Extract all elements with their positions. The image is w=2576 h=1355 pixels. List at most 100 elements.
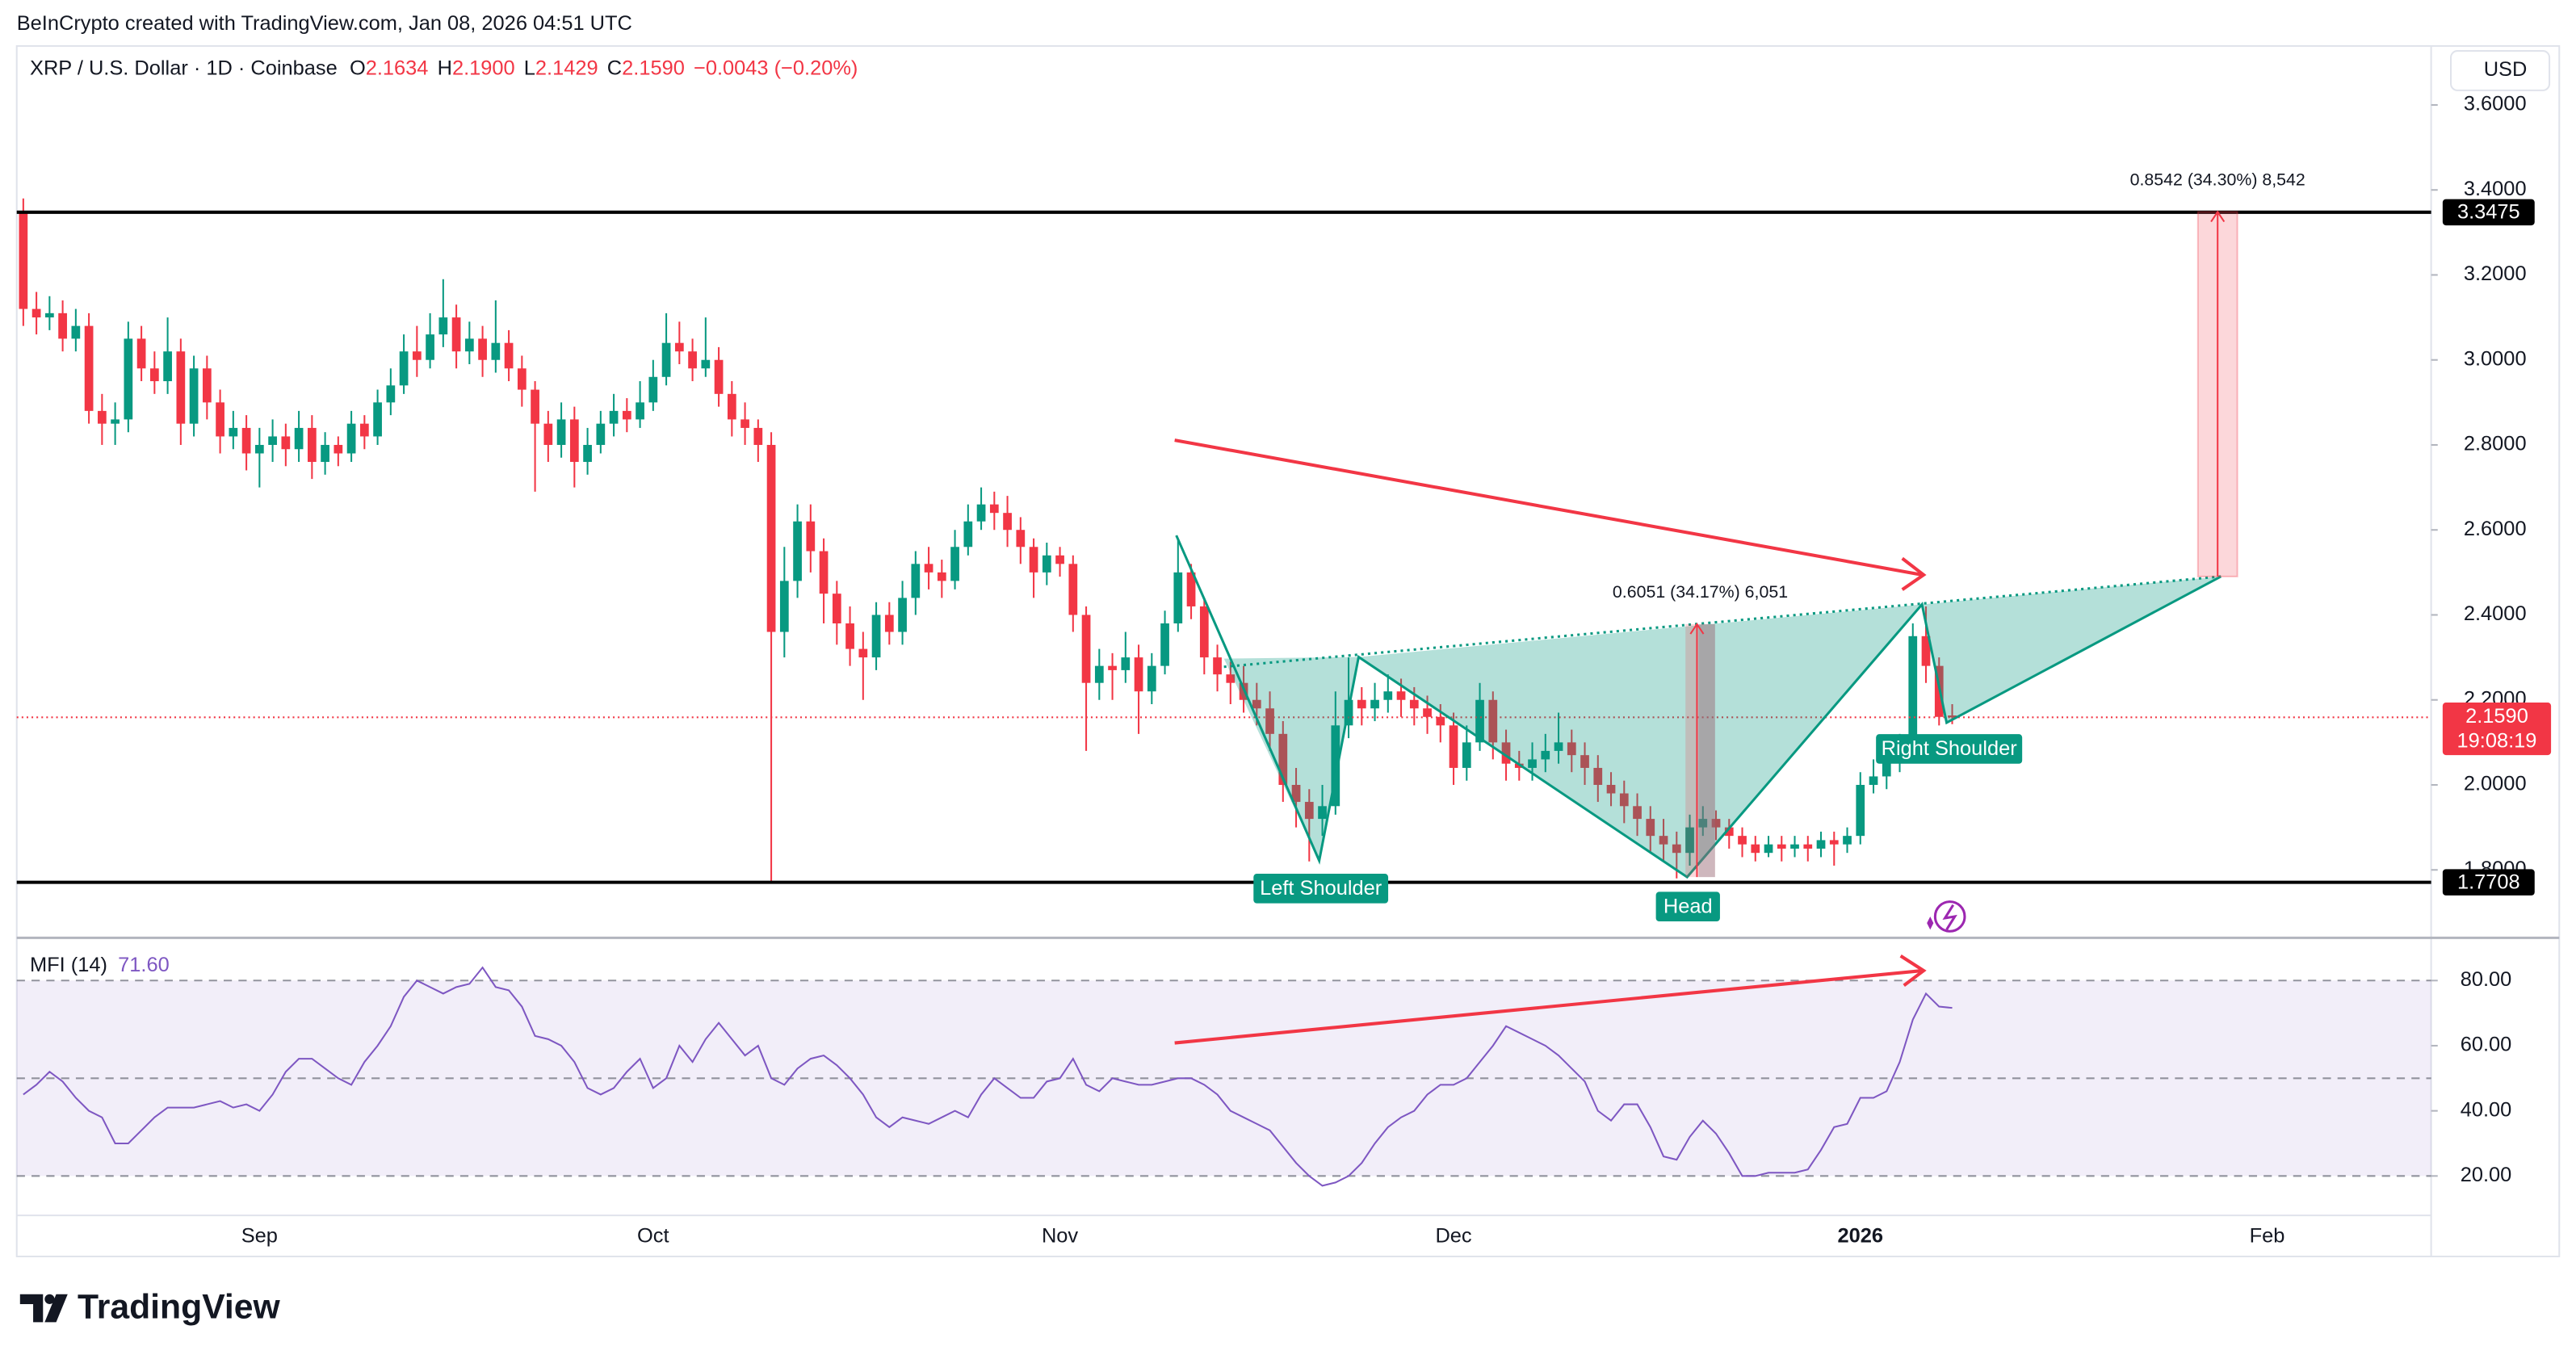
- ohlc-value: 2.1429: [535, 57, 598, 79]
- last-price-box: [2442, 703, 2552, 756]
- measure-box: [1685, 623, 1715, 878]
- currency: USD: [2484, 58, 2528, 81]
- change: −0.0043 (−0.20%): [694, 57, 858, 79]
- measure-arrow: [1689, 623, 1705, 635]
- candle-body: [1462, 742, 1471, 768]
- candle-body: [1291, 784, 1301, 803]
- candle-body: [779, 581, 789, 632]
- candle-body: [1803, 844, 1813, 849]
- candle-body: [1147, 665, 1156, 692]
- brand-logo: TradingView: [19, 1287, 281, 1326]
- y-tick-label: 2.0000: [2464, 773, 2527, 795]
- pattern-fill: [1922, 576, 2221, 723]
- candle-body: [1370, 699, 1379, 709]
- label-box: [1655, 891, 1720, 922]
- measure-label: 0.8542 (34.30%) 8,542: [2130, 170, 2305, 189]
- candle-body: [1383, 691, 1393, 700]
- candle-body: [911, 564, 921, 598]
- plot: 1.80002.00002.20002.40002.60002.80003.00…: [16, 93, 2552, 1247]
- candle-body: [241, 427, 251, 454]
- neckline: [1223, 575, 2221, 669]
- y-tick-label: 2.8000: [2464, 433, 2527, 455]
- ohlc-key: H: [438, 57, 452, 79]
- candle-body: [229, 427, 238, 437]
- candle-body: [1423, 708, 1432, 717]
- candle-body: [254, 444, 264, 454]
- candle-body: [1265, 708, 1274, 734]
- pattern-fill: [1358, 604, 1923, 878]
- candle-body: [819, 551, 829, 594]
- candle-body: [202, 368, 212, 403]
- candle-body: [216, 402, 224, 437]
- countdown: 19:08:19: [2457, 730, 2537, 753]
- label-box: [1253, 874, 1389, 904]
- candle-body: [1029, 547, 1038, 573]
- indicator-line: [23, 966, 1953, 1187]
- candle-body: [1213, 657, 1222, 675]
- candle-body: [1199, 606, 1209, 658]
- candle-body: [714, 359, 724, 394]
- symbol-header: XRP / U.S. Dollar · 1D · Coinbase O2.163…: [30, 57, 858, 79]
- pattern-line: [1175, 535, 2221, 879]
- candle-body: [1619, 793, 1629, 807]
- candle-body: [871, 615, 881, 658]
- candle-body: [478, 338, 487, 360]
- candle-body: [989, 504, 999, 514]
- candle-body: [1449, 725, 1458, 768]
- candle-body: [1948, 715, 1957, 718]
- candle-body: [556, 419, 566, 445]
- candle-body: [1856, 784, 1865, 837]
- arrow-head: [1899, 954, 1927, 987]
- candle-body: [464, 338, 474, 352]
- pattern-label: Left Shoulder: [1260, 877, 1382, 900]
- pattern-fill: [1223, 657, 1359, 861]
- candle-body: [1541, 750, 1550, 760]
- trend-arrow: [1174, 438, 1923, 577]
- indicator-name: MFI (14): [30, 954, 107, 976]
- candle-body: [31, 308, 41, 318]
- candle-body: [924, 564, 933, 573]
- candle-body: [84, 325, 94, 411]
- candle-body: [1318, 806, 1327, 820]
- candle-body: [19, 211, 28, 309]
- candle-body: [1724, 827, 1734, 837]
- candle-body: [1869, 776, 1878, 785]
- candle-body: [1042, 555, 1051, 573]
- candle-body: [1764, 844, 1773, 854]
- candle-body: [766, 444, 776, 632]
- candle-body: [491, 342, 501, 360]
- candle-body: [898, 598, 907, 632]
- y-tick-label: 40.00: [2461, 1098, 2512, 1121]
- candle-body: [596, 423, 606, 445]
- brand: TradingView: [78, 1287, 281, 1326]
- candle-body: [359, 423, 369, 437]
- candle-body: [1829, 840, 1839, 845]
- candle-body: [727, 393, 736, 420]
- candle-body: [1055, 555, 1064, 564]
- candle-body: [937, 572, 946, 581]
- currency-button[interactable]: [2450, 50, 2551, 91]
- event-icon-spark: [1927, 916, 1934, 930]
- candle-body: [1908, 636, 1918, 751]
- event-icon[interactable]: [1933, 900, 1966, 933]
- watermark: BeInCrypto created with TradingView.com,…: [17, 12, 632, 35]
- y-tick-label: 3.6000: [2464, 93, 2527, 115]
- drawings: 0.6051 (34.17%) 6,051 0.8542 (34.30%) 8,…: [1174, 170, 2305, 1045]
- candle-body: [1501, 742, 1511, 764]
- candle-body: [1751, 844, 1760, 854]
- candle-body: [1108, 665, 1117, 670]
- candle-body: [1593, 767, 1603, 785]
- candle-body: [740, 419, 749, 428]
- candle-body: [806, 521, 816, 552]
- last-price-label: 2.1590: [2465, 705, 2528, 728]
- y-tick-label: 3.2000: [2464, 262, 2527, 285]
- logo-shape: [44, 1294, 68, 1323]
- candle-body: [884, 615, 894, 632]
- level-label: 3.3475: [2457, 201, 2520, 224]
- y-tick-label: 2.4000: [2464, 602, 2527, 625]
- measure-box: [1698, 623, 1715, 878]
- candle-body: [622, 410, 631, 420]
- symbol: XRP / U.S. Dollar · 1D · Coinbase: [30, 57, 338, 79]
- arrow-head: [1901, 556, 1927, 591]
